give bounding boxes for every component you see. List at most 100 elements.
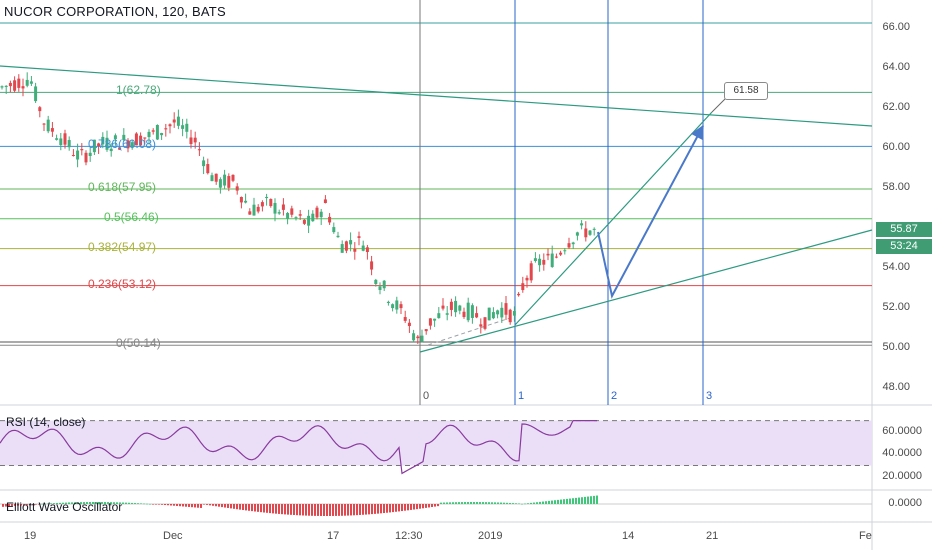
ewo-bar xyxy=(485,502,487,504)
ewo-bar xyxy=(20,504,22,506)
candle-body xyxy=(365,247,369,253)
ewo-bar xyxy=(26,504,28,505)
ewo-bar xyxy=(473,502,475,504)
candle-body xyxy=(29,81,33,84)
ewo-bar xyxy=(503,502,505,504)
price-tick-label: 60.00 xyxy=(882,141,910,153)
candle-body xyxy=(302,219,306,224)
ewo-bar xyxy=(557,499,559,504)
time-tick-label: Fe xyxy=(859,530,872,542)
ewo-bar xyxy=(56,502,58,504)
price-tick-label: 66.00 xyxy=(882,21,910,33)
candle-body xyxy=(374,279,378,285)
wave-count-label: 2 xyxy=(611,390,618,402)
candle-body xyxy=(508,309,512,323)
ewo-bar xyxy=(59,502,61,504)
symbol-title[interactable]: NUCOR CORPORATION, 120, BATS xyxy=(4,4,226,19)
ewo-bar xyxy=(23,504,25,506)
candle-body xyxy=(420,335,424,342)
ewo-bar xyxy=(44,503,46,505)
candle-body xyxy=(118,147,122,150)
ewo-bar xyxy=(92,502,94,504)
ewo-bar xyxy=(491,502,493,504)
ewo-bar xyxy=(206,504,208,505)
candle-body xyxy=(168,124,172,127)
countdown-label: 53:24 xyxy=(876,239,932,254)
ewo-bar xyxy=(35,504,37,505)
candle-body xyxy=(147,131,151,138)
ewo-bar xyxy=(566,498,568,504)
ewo-bar xyxy=(266,504,268,513)
candle-body xyxy=(42,123,46,125)
candle-body xyxy=(315,207,319,218)
ewo-bar xyxy=(53,503,55,504)
ewo-bar xyxy=(230,504,232,509)
fib-level-label: 0.382(54.97) xyxy=(88,239,157,254)
ewo-bar xyxy=(296,504,298,516)
candle-body xyxy=(567,243,571,248)
rsi-tick-label: 60.0000 xyxy=(882,424,922,437)
ewo-bar xyxy=(176,504,178,506)
ewo-bar xyxy=(338,504,340,516)
candle-body xyxy=(328,216,332,223)
ewo-bar xyxy=(8,504,10,507)
ewo-bar xyxy=(89,502,91,504)
fib-level-label: 0.5(56.46) xyxy=(104,209,159,224)
ewo-bar xyxy=(275,504,277,514)
candle-body xyxy=(76,150,80,160)
ewo-bar xyxy=(539,501,541,504)
candle-body xyxy=(340,244,344,253)
ewo-bar xyxy=(236,504,238,510)
candle-body xyxy=(235,186,239,191)
candle-body xyxy=(428,318,432,326)
candle-body xyxy=(202,160,206,167)
ewo-bar xyxy=(395,504,397,512)
ewo-bar xyxy=(182,504,184,507)
ewo-bar xyxy=(257,504,259,512)
ewo-bar xyxy=(170,504,172,506)
ewo-bar xyxy=(290,504,292,515)
candle-body xyxy=(487,307,491,321)
candle-body xyxy=(34,86,38,102)
ewo-bar xyxy=(68,502,70,504)
ewo-bar xyxy=(74,502,76,504)
time-tick-label: Dec xyxy=(163,530,183,542)
ewo-bar xyxy=(221,504,223,508)
ewo-bar xyxy=(215,504,217,507)
ewo-bar xyxy=(38,504,40,505)
ewo-bar xyxy=(341,504,343,516)
candle-body xyxy=(113,135,117,140)
candle-body xyxy=(433,318,437,321)
ewo-bar xyxy=(500,502,502,504)
rsi-indicator-label[interactable]: RSI (14, close) xyxy=(6,415,86,429)
price-tick-label: 62.00 xyxy=(882,101,910,113)
ewo-bar xyxy=(479,502,481,504)
candle-body xyxy=(92,139,96,153)
ewo-bar xyxy=(497,502,499,504)
ewo-bar xyxy=(47,503,49,505)
ewo-bar xyxy=(212,504,214,506)
ewo-bar xyxy=(239,504,241,510)
ewo-tick-label: 0.0000 xyxy=(888,497,922,509)
candle-body xyxy=(416,336,420,339)
ewo-indicator-label[interactable]: Elliott Wave Oscillator xyxy=(6,500,123,514)
target-price-callout[interactable]: 61.58 xyxy=(724,82,768,100)
candle-body xyxy=(25,79,29,86)
ewo-bar xyxy=(572,498,574,504)
fib-level-label: 0.618(57.95) xyxy=(88,180,157,194)
fib-level-label: 0.236(53.12) xyxy=(88,276,157,291)
ewo-bar xyxy=(281,504,283,515)
candle-body xyxy=(223,174,227,186)
candle-body xyxy=(197,149,201,151)
candle-body xyxy=(542,259,546,265)
candle-body xyxy=(109,148,113,152)
candle-body xyxy=(181,125,185,129)
ewo-bar xyxy=(407,504,409,511)
candle-body xyxy=(227,176,231,188)
candle-body xyxy=(437,313,441,319)
ewo-bar xyxy=(32,504,34,505)
ewo-bar xyxy=(512,503,514,504)
candle-body xyxy=(71,154,75,156)
